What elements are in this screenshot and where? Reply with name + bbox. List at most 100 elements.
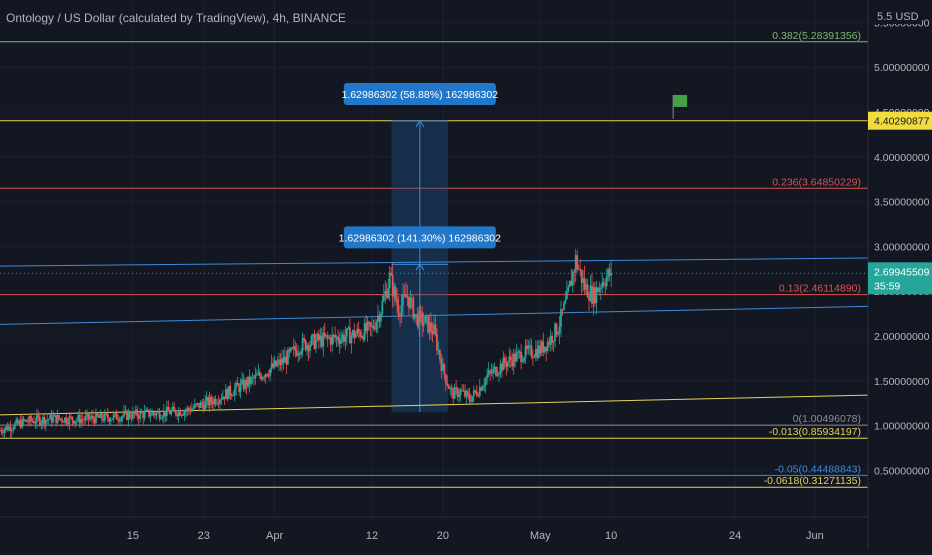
candle-body — [458, 394, 460, 397]
candle-body — [313, 334, 316, 349]
candle-body — [49, 414, 52, 420]
candle-body — [68, 416, 71, 425]
candle-body — [275, 360, 277, 366]
candle-body — [577, 268, 580, 270]
candle-body — [586, 284, 589, 298]
candle-body — [571, 271, 574, 286]
candle-body — [248, 376, 251, 385]
candle-body — [59, 418, 62, 420]
candle-body — [53, 414, 56, 417]
candle-body — [557, 333, 559, 335]
y-tick-label: 0.50000000 — [874, 465, 930, 477]
candle-body — [524, 345, 527, 358]
candle-body — [114, 412, 117, 415]
candle-body — [347, 327, 350, 329]
candle-body — [363, 323, 366, 340]
candle-body — [168, 411, 171, 415]
candle-body — [474, 390, 477, 392]
candle-body — [546, 341, 549, 351]
fibonacci-levels[interactable]: 0.382(5.28391356) 0.236(3.64850229) 0.13(2… — [0, 30, 868, 488]
candle-body — [487, 370, 490, 376]
candle-body — [294, 346, 297, 351]
candle-body — [62, 421, 65, 423]
candle-body — [444, 374, 447, 384]
candle-body — [346, 328, 348, 337]
candle-body — [570, 280, 573, 286]
candle-body — [489, 370, 491, 372]
candle-body — [351, 330, 354, 336]
candle-body — [103, 413, 106, 421]
candle-body — [238, 385, 241, 392]
x-tick-label: 23 — [198, 530, 210, 542]
candle-body — [44, 419, 47, 425]
candle-body — [2, 432, 4, 434]
candle-body — [105, 413, 108, 415]
candle-body — [563, 303, 565, 311]
candle-body — [374, 328, 376, 330]
candle-body — [291, 347, 294, 349]
candle-body — [585, 284, 587, 290]
candle-body — [264, 374, 267, 378]
candle-body — [387, 288, 390, 298]
measure-label-upper: 1.62986302 (58.88%) 162986302 — [342, 89, 499, 101]
candle-body — [112, 414, 115, 419]
candle-body — [480, 387, 483, 391]
candle-body — [9, 426, 12, 432]
candle-body — [224, 389, 227, 400]
candle-body — [306, 345, 308, 350]
candle-body — [422, 323, 425, 326]
candle-body — [196, 403, 199, 405]
candle-body — [269, 369, 272, 376]
y-tick-label: 1.50000000 — [874, 376, 930, 388]
currency-label[interactable]: 5.5 USD — [874, 10, 922, 24]
candle-body — [592, 287, 595, 304]
candle-body — [338, 340, 341, 344]
candle-body — [598, 288, 601, 292]
candle-body — [315, 339, 317, 349]
candle-body — [214, 398, 217, 404]
candle-body — [142, 413, 145, 419]
candle-body — [18, 420, 21, 424]
candle-body — [288, 349, 291, 352]
candle-body — [436, 333, 438, 351]
candle-body — [520, 351, 522, 363]
candle-body — [151, 412, 153, 416]
candle-body — [118, 420, 121, 422]
candle-body — [56, 415, 59, 423]
candle-body — [109, 419, 112, 422]
candle-body — [93, 419, 96, 424]
candle-body — [162, 410, 165, 418]
candle-body — [0, 430, 1, 432]
flag-marker[interactable] — [672, 94, 688, 119]
candle-body — [182, 414, 184, 416]
candle-body — [506, 361, 509, 367]
candle-body — [461, 389, 463, 391]
candle-body — [415, 314, 418, 316]
candle-body — [297, 353, 300, 356]
candle-body — [331, 335, 334, 345]
candle-body — [158, 411, 161, 419]
candle-body — [257, 372, 260, 375]
candle-body — [574, 255, 577, 272]
measure-tool[interactable]: 1.62986302 (58.88%) 162986302 1.62986302 … — [339, 82, 501, 413]
candle-body — [490, 371, 493, 374]
candle-body — [133, 411, 136, 414]
candle-body — [244, 380, 246, 390]
candle-body — [416, 314, 419, 328]
candle-body — [199, 402, 202, 408]
candle-body — [334, 335, 336, 338]
candle-body — [149, 415, 152, 417]
candle-body — [316, 333, 319, 340]
candle-body — [258, 372, 261, 376]
candle-body — [397, 305, 400, 316]
candle-body — [161, 417, 164, 419]
candle-body — [378, 315, 381, 322]
candlesticks — [0, 248, 868, 439]
candle-body — [154, 413, 156, 416]
candle-body — [25, 420, 28, 422]
candle-body — [439, 350, 441, 360]
candle-body — [529, 345, 531, 347]
candle-body — [456, 388, 459, 397]
